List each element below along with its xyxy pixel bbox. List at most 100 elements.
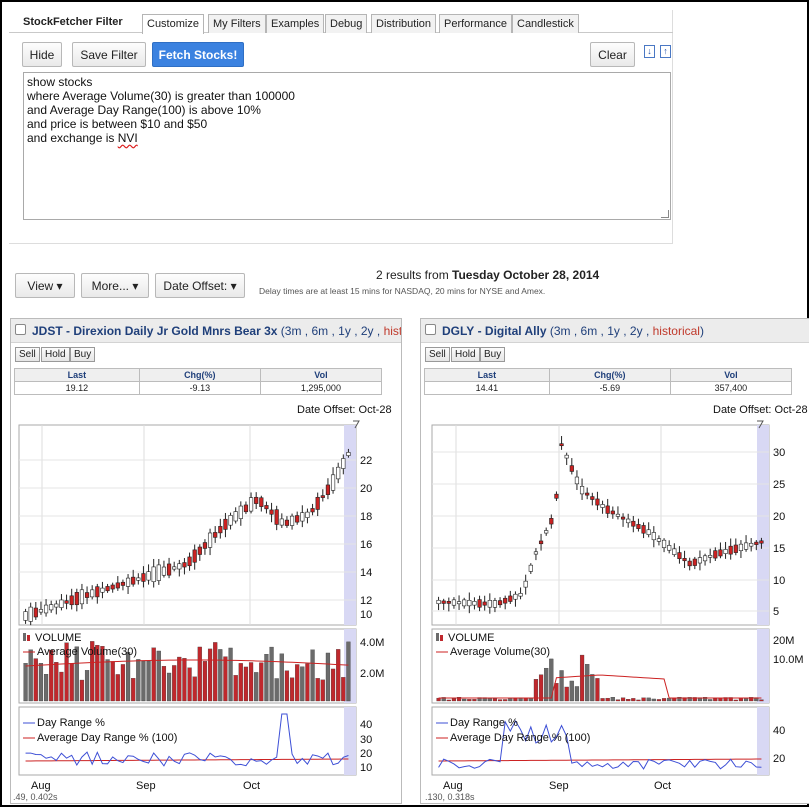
tab-candlestick[interactable]: Candlestick	[512, 14, 579, 33]
resize-grip[interactable]	[661, 210, 669, 218]
candle-body	[300, 512, 305, 522]
month-label: Aug	[443, 780, 463, 792]
stock-select-checkbox[interactable]	[15, 324, 26, 335]
candle-body	[467, 600, 472, 607]
col-vol: Vol	[259, 368, 383, 382]
volume-bar	[218, 649, 223, 702]
arrow-up-icon[interactable]: ↑	[660, 45, 671, 58]
hide-button[interactable]: Hide	[22, 42, 62, 67]
hold-button[interactable]: Hold	[451, 347, 480, 362]
candlestick-series	[23, 448, 351, 626]
range-1y-link[interactable]: 1y	[607, 324, 620, 338]
candle-body	[346, 452, 351, 456]
stock-select-checkbox[interactable]	[425, 324, 436, 335]
col-last: Last	[424, 368, 550, 382]
clear-button[interactable]: Clear	[590, 42, 635, 67]
arrow-down-icon[interactable]: ↓	[644, 45, 655, 58]
candle-body	[579, 486, 585, 495]
stock-title: JDST - Direxion Daily Jr Gold Mnrs Bear …	[32, 324, 402, 338]
candle-body	[615, 513, 621, 517]
caret-down-icon: ▾	[230, 278, 237, 293]
sell-button[interactable]: Sell	[15, 347, 40, 362]
price-tick: 10	[773, 575, 785, 587]
volume-bar	[713, 698, 718, 702]
candle-body	[595, 498, 600, 506]
query-line: and Average Day Range(100) is above 10%	[27, 103, 261, 117]
candle-body	[503, 597, 508, 604]
date-offset-text: Date Offset: Oct-28	[297, 404, 392, 416]
volume-bar	[187, 667, 192, 702]
volume-bar	[228, 647, 233, 702]
volume-bar	[120, 664, 126, 702]
buy-button[interactable]: Buy	[70, 347, 96, 362]
more-dropdown[interactable]: More... ▾	[81, 273, 149, 298]
ticker-link[interactable]: DGLY	[442, 324, 475, 338]
chart-footer: .49, 0.402s	[13, 792, 58, 802]
volume-bar	[702, 697, 708, 702]
range-1y-link[interactable]: 1y	[338, 324, 351, 338]
save-filter-button[interactable]: Save Filter	[72, 42, 146, 67]
volume-bar	[708, 699, 713, 702]
fetch-stocks-button[interactable]: Fetch Stocks!	[152, 42, 244, 67]
candle-body	[105, 586, 110, 592]
price-chart-frame	[18, 420, 360, 626]
volume-legend-icon	[440, 635, 443, 641]
date-offset-dropdown[interactable]: Date Offset: ▾	[155, 273, 245, 298]
hold-button[interactable]: Hold	[41, 347, 70, 362]
candle-body	[125, 577, 131, 587]
day-range-line	[25, 713, 349, 767]
range-2y-link[interactable]: 2y	[360, 324, 374, 338]
volume-bar	[141, 660, 146, 702]
volume-bar	[213, 642, 218, 702]
tab-examples[interactable]: Examples	[266, 14, 325, 33]
range-3m-link[interactable]: 3m	[553, 324, 571, 338]
query-line: show stocks	[27, 75, 93, 89]
company-name-link[interactable]: Digital Ally	[484, 324, 547, 338]
tab-debug[interactable]: Debug	[325, 14, 368, 33]
volume-bar	[605, 697, 610, 702]
volume-bar	[295, 664, 300, 702]
query-line: where Average Volume(30) is greater than…	[27, 89, 295, 103]
ticker-link[interactable]: JDST	[32, 324, 63, 338]
candle-body	[692, 558, 697, 566]
candle-body	[146, 571, 151, 581]
range-6m-link[interactable]: 6m	[580, 324, 598, 338]
volume-bar	[590, 674, 595, 702]
volume-bar	[528, 697, 533, 702]
range-2y-link[interactable]: 2y	[629, 324, 643, 338]
candle-body	[213, 532, 218, 538]
volume-bar	[166, 672, 172, 702]
range-3m-link[interactable]: 3m	[284, 324, 302, 338]
historical-link[interactable]: historical	[383, 324, 402, 338]
sell-button[interactable]: Sell	[425, 347, 450, 362]
view-dropdown[interactable]: View ▾	[15, 273, 75, 298]
buy-button[interactable]: Buy	[480, 347, 506, 362]
historical-link[interactable]: historical	[652, 324, 700, 338]
volume-bar	[269, 646, 274, 702]
tab-my-filters[interactable]: My Filters	[208, 14, 266, 33]
tab-performance[interactable]: Performance	[439, 14, 512, 33]
company-name-link[interactable]: Direxion Daily Jr Gold Mnrs Bear 3x	[73, 324, 278, 338]
average-volume-line	[438, 674, 762, 699]
volume-bar	[661, 698, 667, 702]
volume-bar	[569, 680, 574, 702]
candle-body	[84, 592, 90, 598]
volume-bar	[462, 698, 467, 702]
candle-body	[733, 544, 738, 553]
tab-distribution[interactable]: Distribution	[371, 14, 437, 33]
volume-bar	[533, 679, 539, 702]
candle-body	[254, 496, 259, 504]
tab-customize[interactable]: Customize	[142, 14, 204, 34]
day-range-tick: 20	[773, 753, 785, 765]
volume-bar	[346, 641, 351, 702]
candle-body	[120, 581, 126, 586]
candle-body	[218, 526, 223, 534]
candle-body	[646, 529, 651, 535]
query-textarea[interactable]: show stocks where Average Volume(30) is …	[23, 72, 671, 220]
volume-bar	[254, 672, 259, 702]
candle-body	[49, 604, 54, 611]
volume-bar	[264, 654, 269, 702]
candle-body	[590, 496, 595, 500]
candle-body	[497, 600, 503, 606]
range-6m-link[interactable]: 6m	[311, 324, 329, 338]
